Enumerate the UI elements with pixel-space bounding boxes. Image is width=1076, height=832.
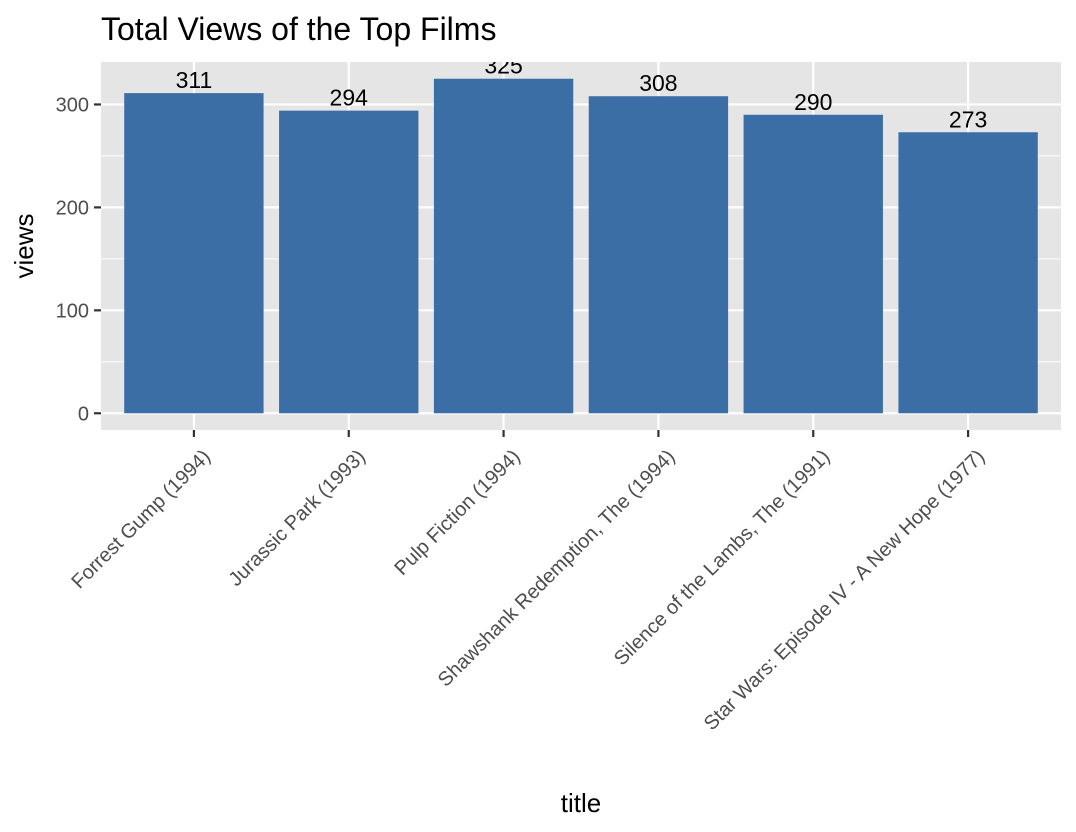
x-tick-label: Jurassic Park (1993) (225, 446, 370, 591)
y-tick-label: 0 (78, 403, 89, 425)
bars (124, 78, 1038, 414)
x-tick-label: Star Wars: Episode IV - A New Hope (1977… (700, 446, 989, 735)
bar-value-label: 290 (794, 89, 832, 115)
x-axis-title: title (561, 788, 601, 818)
y-tick-label: 300 (56, 94, 89, 116)
y-tick-label: 100 (56, 300, 89, 322)
bar-value-label: 311 (176, 67, 213, 93)
bar-value-label: 308 (639, 70, 677, 96)
chart-title: Total Views of the Top Films (101, 11, 496, 47)
bar (124, 93, 264, 414)
x-tick-label: Pulp Fiction (1994) (390, 446, 524, 580)
bar (279, 110, 419, 414)
x-tick-label: Forrest Gump (1994) (67, 446, 215, 594)
bar (433, 78, 574, 414)
bar-value-label: 325 (484, 53, 522, 79)
bar-value-label: 273 (949, 106, 987, 132)
bar (743, 114, 883, 414)
y-tick-label: 200 (56, 197, 89, 219)
data-labels: 311 294 325 308 290 273 (176, 53, 988, 132)
y-axis: 0 100 200 300 (56, 94, 101, 425)
bar-value-label: 294 (330, 85, 369, 111)
x-axis: Forrest Gump (1994) Jurassic Park (1993) P… (67, 430, 989, 735)
bar (588, 96, 729, 414)
y-axis-title: views (9, 213, 39, 278)
x-tick-label: Shawshank Redemption, The (1994) (434, 446, 680, 692)
bar (898, 132, 1038, 414)
